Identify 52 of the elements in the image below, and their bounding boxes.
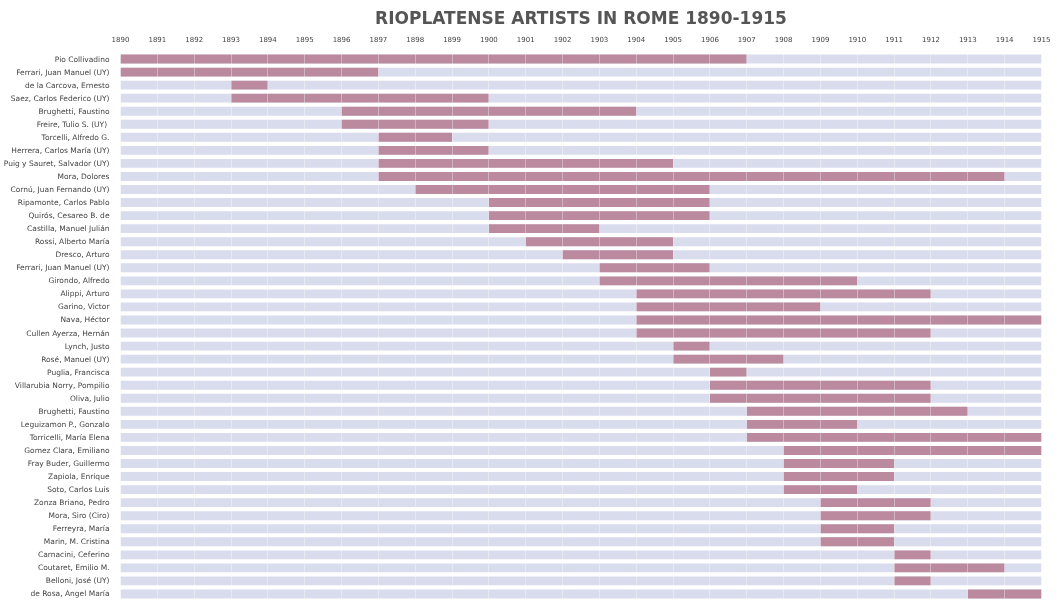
bar [120,563,1042,573]
bar [673,354,784,364]
bar [120,524,1042,534]
bar [746,419,858,429]
bar [120,367,1042,377]
bar [378,158,674,168]
bar [378,145,489,155]
bar [488,211,710,221]
bar [746,432,1042,442]
bar [120,54,747,64]
chart-title: RIOPLATENSE ARTISTS IN ROME 1890-1915 [375,7,787,28]
bar [120,132,1042,142]
bar [636,315,1042,325]
bar [820,537,895,547]
bar [709,393,931,403]
bar [120,485,1042,495]
bar [378,172,1005,181]
bar [783,485,858,495]
bar [783,446,1042,455]
bar [120,537,1042,547]
bar [120,67,379,77]
bar [120,80,1042,90]
bar [341,119,489,129]
bar [820,498,931,508]
bar [562,250,674,260]
bar [525,237,674,247]
bar [783,459,895,468]
bar [488,224,600,234]
bar [120,550,1042,560]
bar [709,367,747,377]
bar [820,511,931,521]
bar [636,328,931,338]
bar [783,472,895,481]
bar [894,576,931,586]
bar [709,380,931,390]
bar [415,185,710,194]
bar [636,289,931,299]
bar [341,106,637,116]
bar [120,576,1042,586]
bar [673,341,710,351]
bar [231,80,268,90]
bar [636,302,821,312]
bar [820,524,895,534]
bar [120,341,1042,351]
bar [599,263,710,273]
bar [894,563,1005,573]
bar [599,276,858,286]
bar [378,132,453,142]
bar [231,93,489,103]
bar [746,406,968,416]
bar [488,198,710,207]
bar [894,550,931,560]
